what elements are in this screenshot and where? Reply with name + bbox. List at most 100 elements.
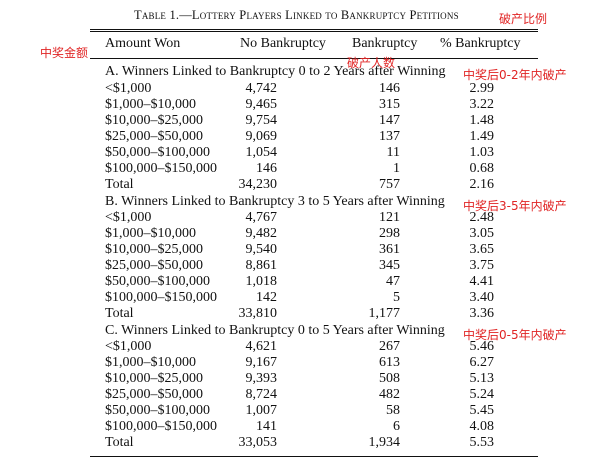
annotation-pct-ratio: 破产比例 <box>499 12 548 26</box>
cell-no-bankruptcy: 9,482 <box>245 226 278 241</box>
table-row: $100,000–$150,000 146 1 0.68 <box>0 161 600 177</box>
cell-pct: 5.45 <box>469 403 495 418</box>
cell-bankruptcy: 757 <box>379 177 400 192</box>
table-row: $25,000–$50,000 9,069 137 1.49 <box>0 129 600 145</box>
cell-pct: 3.75 <box>469 258 495 273</box>
cell-pct: 1.48 <box>469 113 495 128</box>
table-title: Table 1.—Lottery Players Linked to Bankr… <box>134 8 459 23</box>
bottom-rule <box>90 456 538 457</box>
cell-amount: $25,000–$50,000 <box>105 387 203 402</box>
table-row: $50,000–$100,000 1,054 11 1.03 <box>0 145 600 161</box>
cell-bankruptcy: 1,177 <box>368 306 401 321</box>
cell-bankruptcy: 508 <box>379 371 400 386</box>
cell-amount: $10,000–$25,000 <box>105 242 203 257</box>
cell-amount: $50,000–$100,000 <box>105 274 210 289</box>
cell-amount: $50,000–$100,000 <box>105 145 210 160</box>
cell-pct: 3.05 <box>469 226 495 241</box>
cell-pct: 2.48 <box>469 210 495 225</box>
header-pct-bankruptcy: % Bankruptcy <box>440 36 521 51</box>
cell-amount: Total <box>105 306 134 321</box>
table-row: $1,000–$10,000 9,167 613 6.27 <box>0 355 600 371</box>
cell-no-bankruptcy: 4,767 <box>245 210 278 225</box>
cell-bankruptcy: 267 <box>379 339 400 354</box>
cell-amount: <$1,000 <box>105 210 152 225</box>
table-row: $10,000–$25,000 9,393 508 5.13 <box>0 371 600 387</box>
cell-bankruptcy: 1 <box>393 161 400 176</box>
annotation-amount-won: 中奖金额 <box>40 46 89 60</box>
table-row-total: Total 34,230 757 2.16 <box>0 177 600 193</box>
table-row: $1,000–$10,000 9,465 315 3.22 <box>0 97 600 113</box>
cell-bankruptcy: 298 <box>379 226 400 241</box>
cell-pct: 5.24 <box>469 387 495 402</box>
cell-amount: $1,000–$10,000 <box>105 226 196 241</box>
cell-amount: $25,000–$50,000 <box>105 129 203 144</box>
table-row: $10,000–$25,000 9,540 361 3.65 <box>0 242 600 258</box>
cell-pct: 3.65 <box>469 242 495 257</box>
cell-bankruptcy: 315 <box>379 97 400 112</box>
cell-no-bankruptcy: 9,167 <box>245 355 278 370</box>
table-title-prefix: Table 1. <box>134 8 180 22</box>
header-rule <box>90 58 538 59</box>
cell-amount: $100,000–$150,000 <box>105 290 217 305</box>
cell-pct: 2.99 <box>469 81 495 96</box>
cell-pct: 4.41 <box>469 274 495 289</box>
top-rule-double <box>90 31 538 32</box>
cell-no-bankruptcy: 33,053 <box>238 435 278 450</box>
table-row: $10,000–$25,000 9,754 147 1.48 <box>0 113 600 129</box>
cell-no-bankruptcy: 9,069 <box>245 129 278 144</box>
table-title-rest: —Lottery Players Linked to Bankruptcy Pe… <box>179 8 459 22</box>
top-rule <box>90 29 538 30</box>
cell-bankruptcy: 147 <box>379 113 400 128</box>
cell-no-bankruptcy: 34,230 <box>238 177 278 192</box>
cell-pct: 5.53 <box>469 435 495 450</box>
annotation-section-b: 中奖后3-5年内破产 <box>463 199 567 213</box>
cell-amount: $100,000–$150,000 <box>105 161 217 176</box>
cell-no-bankruptcy: 9,465 <box>245 97 278 112</box>
cell-no-bankruptcy: 33,810 <box>238 306 278 321</box>
cell-amount: $25,000–$50,000 <box>105 258 203 273</box>
cell-pct: 3.36 <box>469 306 495 321</box>
cell-no-bankruptcy: 1,018 <box>245 274 278 289</box>
annotation-section-c: 中奖后0-5年内破产 <box>463 328 567 342</box>
cell-amount: Total <box>105 435 134 450</box>
cell-amount: Total <box>105 177 134 192</box>
cell-no-bankruptcy: 142 <box>256 290 277 305</box>
cell-bankruptcy: 361 <box>379 242 400 257</box>
cell-no-bankruptcy: 1,054 <box>245 145 278 160</box>
cell-pct: 6.27 <box>469 355 495 370</box>
table-row: $50,000–$100,000 1,007 58 5.45 <box>0 403 600 419</box>
cell-pct: 4.08 <box>469 419 495 434</box>
section-a-title: A. Winners Linked to Bankruptcy 0 to 2 Y… <box>105 64 446 79</box>
cell-bankruptcy: 5 <box>393 290 400 305</box>
table-row-total: Total 33,053 1,934 5.53 <box>0 435 600 451</box>
table-row: $1,000–$10,000 9,482 298 3.05 <box>0 226 600 242</box>
cell-pct: 2.16 <box>469 177 495 192</box>
cell-bankruptcy: 482 <box>379 387 400 402</box>
cell-no-bankruptcy: 141 <box>256 419 277 434</box>
table-row: $100,000–$150,000 141 6 4.08 <box>0 419 600 435</box>
cell-bankruptcy: 11 <box>386 145 400 160</box>
table-row: <$1,000 4,767 121 2.48 <box>0 210 600 226</box>
section-b-title: B. Winners Linked to Bankruptcy 3 to 5 Y… <box>105 194 445 209</box>
cell-no-bankruptcy: 4,742 <box>245 81 278 96</box>
cell-bankruptcy: 137 <box>379 129 400 144</box>
header-no-bankruptcy: No Bankruptcy <box>240 36 326 51</box>
cell-no-bankruptcy: 9,754 <box>245 113 278 128</box>
table-row: <$1,000 4,742 146 2.99 <box>0 81 600 97</box>
cell-bankruptcy: 345 <box>379 258 400 273</box>
cell-amount: $1,000–$10,000 <box>105 97 196 112</box>
table-row: $25,000–$50,000 8,724 482 5.24 <box>0 387 600 403</box>
cell-bankruptcy: 6 <box>393 419 400 434</box>
cell-pct: 5.13 <box>469 371 495 386</box>
cell-amount: $10,000–$25,000 <box>105 371 203 386</box>
cell-amount: $10,000–$25,000 <box>105 113 203 128</box>
annotation-section-a: 中奖后0-2年内破产 <box>463 68 567 82</box>
cell-no-bankruptcy: 1,007 <box>245 403 278 418</box>
cell-no-bankruptcy: 8,861 <box>245 258 278 273</box>
cell-no-bankruptcy: 146 <box>256 161 277 176</box>
cell-bankruptcy: 47 <box>386 274 400 289</box>
header-bankruptcy: Bankruptcy <box>352 36 418 51</box>
cell-bankruptcy: 1,934 <box>368 435 401 450</box>
cell-amount: <$1,000 <box>105 339 152 354</box>
cell-no-bankruptcy: 8,724 <box>245 387 278 402</box>
